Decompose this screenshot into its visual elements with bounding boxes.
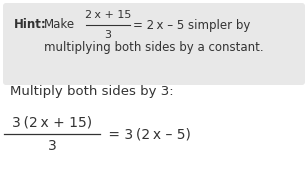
Text: 2 x + 15: 2 x + 15	[85, 10, 131, 20]
Text: Multiply both sides by 3:: Multiply both sides by 3:	[10, 86, 174, 98]
Text: multiplying both sides by a constant.: multiplying both sides by a constant.	[44, 40, 264, 54]
Text: = 3 (2 x – 5): = 3 (2 x – 5)	[104, 127, 191, 141]
Text: 3: 3	[48, 139, 56, 153]
Text: 3 (2 x + 15): 3 (2 x + 15)	[12, 115, 92, 129]
Text: Hint:: Hint:	[14, 19, 47, 31]
Text: Make: Make	[44, 19, 75, 31]
Text: 3: 3	[104, 30, 111, 40]
Text: = 2 x – 5 simpler by: = 2 x – 5 simpler by	[133, 19, 250, 31]
FancyBboxPatch shape	[3, 3, 305, 85]
